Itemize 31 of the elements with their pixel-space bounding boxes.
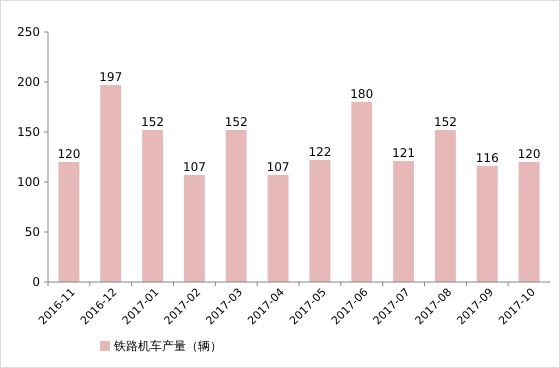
bar xyxy=(476,166,498,282)
y-tick-label: 150 xyxy=(17,125,40,140)
data-label: 152 xyxy=(141,115,164,129)
data-label: 152 xyxy=(434,115,457,129)
y-tick-label: 50 xyxy=(24,225,40,240)
y-tick-label: 0 xyxy=(32,275,40,290)
bar xyxy=(184,175,205,282)
y-tick-label: 200 xyxy=(17,75,40,90)
bar xyxy=(351,102,372,282)
bar xyxy=(518,162,540,282)
data-label: 122 xyxy=(308,145,332,159)
bar xyxy=(58,162,80,282)
data-label: 197 xyxy=(99,70,122,84)
data-label: 107 xyxy=(182,160,206,174)
legend-label: 铁路机车产量（辆） xyxy=(113,339,222,354)
bar xyxy=(268,175,289,282)
bar xyxy=(434,130,456,282)
y-tick-label: 250 xyxy=(17,25,40,40)
data-label: 107 xyxy=(266,160,290,174)
data-label: 152 xyxy=(224,115,248,129)
data-label: 121 xyxy=(392,146,416,160)
data-label: 180 xyxy=(350,87,374,101)
bar xyxy=(309,160,330,282)
data-label: 120 xyxy=(518,147,541,161)
bar xyxy=(393,161,414,282)
data-label: 120 xyxy=(57,147,80,161)
y-tick-label: 100 xyxy=(17,175,40,190)
bar xyxy=(226,130,247,282)
bar xyxy=(100,85,122,282)
bar xyxy=(142,130,164,282)
data-label: 116 xyxy=(476,151,499,165)
